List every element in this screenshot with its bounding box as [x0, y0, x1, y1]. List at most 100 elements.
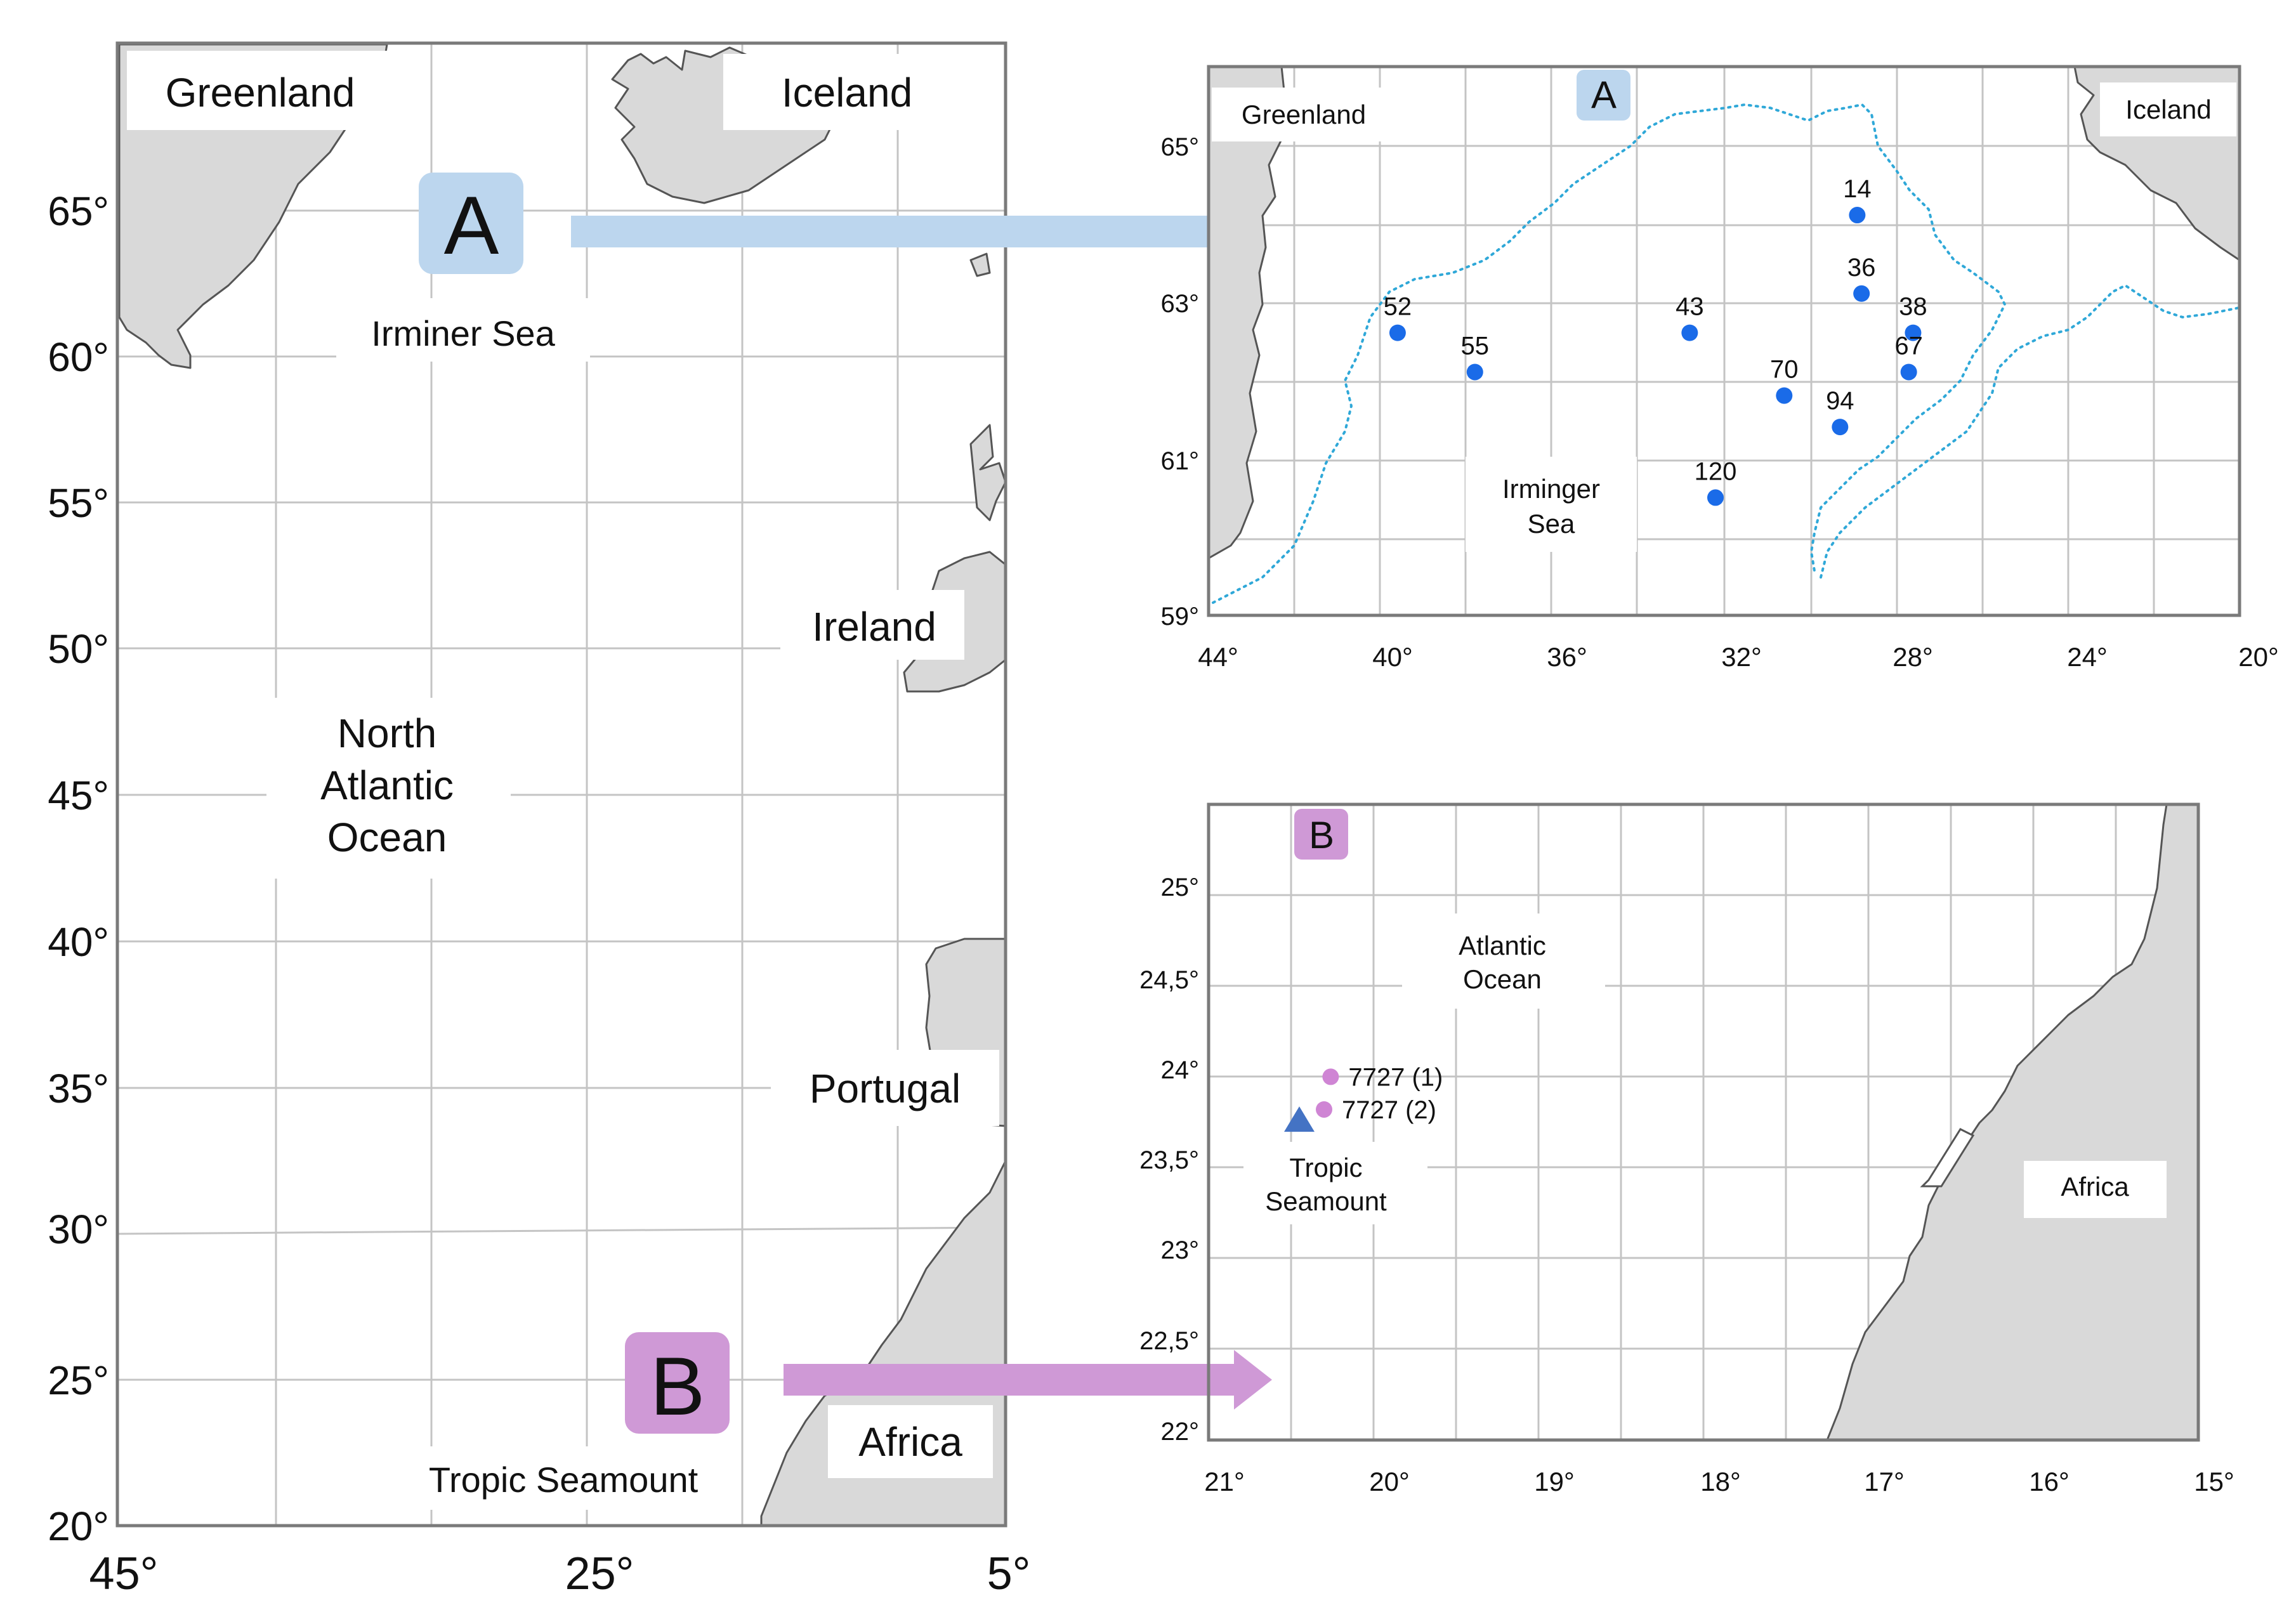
- y-tick-label: 61°: [1161, 447, 1200, 475]
- label-tropic-seamount: Tropic Seamount: [429, 1460, 699, 1500]
- station-marker: [1776, 387, 1793, 404]
- y-tick-label: 25°: [48, 1358, 109, 1403]
- overview-frame: [115, 41, 1007, 1528]
- inset-a-grid: [1209, 67, 2240, 615]
- inset-a-y-ticks: 65° 63° 61° 59°: [1161, 133, 1200, 631]
- station-label: 55: [1461, 332, 1490, 360]
- station-label: 52: [1384, 293, 1412, 321]
- x-tick-label: 17°: [1864, 1467, 1905, 1496]
- y-tick-label: 23,5°: [1139, 1146, 1199, 1174]
- station-marker: [1905, 324, 1922, 341]
- x-tick-label: 20°: [2238, 642, 2279, 672]
- inset-b-x-ticks: 21° 20° 19° 18° 17° 16° 15°: [1204, 1467, 2234, 1496]
- y-tick-label: 22,5°: [1139, 1327, 1199, 1355]
- inset-a-label-sea-line1: Irminger: [1502, 474, 1600, 504]
- y-tick-label: 45°: [48, 773, 109, 818]
- overview-map: 65° 60° 55° 50° 45° 40° 35° 30° 25° 20° …: [48, 41, 1272, 1599]
- arrow-b: [784, 1350, 1272, 1410]
- station-marker: [1322, 1068, 1339, 1085]
- x-tick-label: 24°: [2067, 642, 2108, 672]
- inset-a-stations: 14 36 38 67 43 52 55 70 94 120: [1384, 175, 1927, 506]
- label-irminer-sea: Irminer Sea: [371, 313, 555, 353]
- inset-a-label-greenland: Greenland: [1242, 100, 1366, 129]
- inset-b-label-ocean-line1: Atlantic: [1459, 931, 1546, 960]
- inset-b-label-seamount-line1: Tropic: [1289, 1153, 1362, 1182]
- station-marker: [1900, 363, 1917, 381]
- inset-b-y-ticks: 25° 24,5° 24° 23,5° 23° 22,5° 22°: [1139, 874, 1199, 1446]
- y-tick-label: 25°: [1161, 874, 1200, 901]
- inset-b-place-labels: B Atlantic Ocean Tropic Seamount Africa: [1243, 809, 2167, 1224]
- station-label: 36: [1847, 254, 1876, 282]
- inset-a-label-iceland: Iceland: [2125, 95, 2211, 124]
- x-tick-label: 32°: [1721, 642, 1762, 672]
- x-tick-label: 44°: [1198, 642, 1238, 672]
- y-tick-label: 24°: [1161, 1056, 1200, 1084]
- y-tick-label: 35°: [48, 1066, 109, 1111]
- inset-a-greenland-land: [1207, 65, 1289, 560]
- station-marker: [1389, 324, 1406, 341]
- inset-b-coastal-inlet: [1920, 1128, 1975, 1188]
- inset-a-place-labels: Greenland Iceland Irminger Sea A: [1212, 70, 2236, 552]
- y-tick-label: 40°: [48, 919, 109, 965]
- x-tick-label: 15°: [2194, 1467, 2234, 1496]
- label-iceland: Iceland: [782, 70, 912, 115]
- britain-fragment-land: [969, 424, 1007, 521]
- badge-b-label: B: [650, 1340, 705, 1432]
- station-marker: [1316, 1101, 1332, 1118]
- y-tick-label: 60°: [48, 334, 109, 380]
- y-tick-label: 30°: [48, 1207, 109, 1252]
- station-marker: [1681, 324, 1698, 341]
- x-tick-label: 28°: [1893, 642, 1933, 672]
- inset-b-africa-land: [1826, 803, 2200, 1441]
- inset-a-frame: [1207, 65, 2241, 617]
- label-ocean-line2: Atlantic: [320, 763, 454, 808]
- inset-a-badge: A: [1591, 74, 1617, 116]
- arrow-a: [571, 202, 1259, 261]
- x-tick-label: 21°: [1204, 1467, 1245, 1496]
- inset-b-label-africa: Africa: [2061, 1172, 2129, 1201]
- station-label: 38: [1899, 293, 1927, 321]
- y-tick-label: 59°: [1161, 603, 1200, 631]
- station-marker: [1853, 285, 1870, 302]
- station-label: 94: [1826, 387, 1854, 415]
- x-tick-label: 19°: [1534, 1467, 1575, 1496]
- badge-b: B: [625, 1332, 730, 1434]
- badge-a-label: A: [444, 179, 499, 272]
- station-label: 43: [1676, 293, 1704, 321]
- x-tick-label: 36°: [1547, 642, 1587, 672]
- station-marker: [1832, 419, 1849, 436]
- overview-place-labels: Greenland Iceland Irminer Sea Ireland No…: [127, 51, 999, 1510]
- overview-x-ticks: 45° 25° 5°: [89, 1548, 1031, 1599]
- overview-grid: [117, 43, 1006, 1526]
- x-tick-label: 45°: [89, 1548, 159, 1599]
- y-tick-label: 65°: [1161, 133, 1200, 161]
- inset-a-map: 65° 63° 61° 59° 44° 40° 36° 32° 28° 24° …: [1161, 65, 2279, 672]
- inset-b-map: 25° 24,5° 24° 23,5° 23° 22,5° 22° 21° 20…: [1139, 802, 2234, 1496]
- label-ocean-line3: Ocean: [327, 815, 447, 860]
- seamount-marker: [1284, 1106, 1315, 1132]
- inset-a-dotted-contour-west: [1212, 103, 2007, 604]
- label-ireland: Ireland: [812, 604, 936, 650]
- inset-b-label-ocean-line2: Ocean: [1463, 964, 1542, 994]
- label-ocean-line1: North: [338, 710, 437, 756]
- inset-a-label-sea-line2: Sea: [1528, 509, 1575, 539]
- label-greenland: Greenland: [166, 70, 355, 115]
- badge-a: A: [419, 173, 523, 274]
- inset-a-x-ticks: 44° 40° 36° 32° 28° 24° 20°: [1198, 642, 2279, 672]
- x-tick-label: 40°: [1372, 642, 1413, 672]
- y-tick-label: 55°: [48, 480, 109, 526]
- x-tick-label: 5°: [987, 1548, 1031, 1599]
- y-tick-label: 65°: [48, 188, 109, 234]
- station-marker: [1466, 363, 1483, 381]
- x-tick-label: 20°: [1369, 1467, 1410, 1496]
- overview-y-ticks: 65° 60° 55° 50° 45° 40° 35° 30° 25° 20°: [48, 188, 109, 1549]
- inset-b-badge: B: [1309, 814, 1334, 856]
- station-label: 70: [1770, 356, 1799, 384]
- y-tick-label: 24,5°: [1139, 966, 1199, 994]
- inset-a-dotted-contour-east: [1820, 284, 2241, 579]
- station-label: 14: [1843, 175, 1872, 203]
- y-tick-label: 23°: [1161, 1236, 1200, 1264]
- inset-b-frame: [1207, 802, 2200, 1442]
- x-tick-label: 16°: [2029, 1467, 2070, 1496]
